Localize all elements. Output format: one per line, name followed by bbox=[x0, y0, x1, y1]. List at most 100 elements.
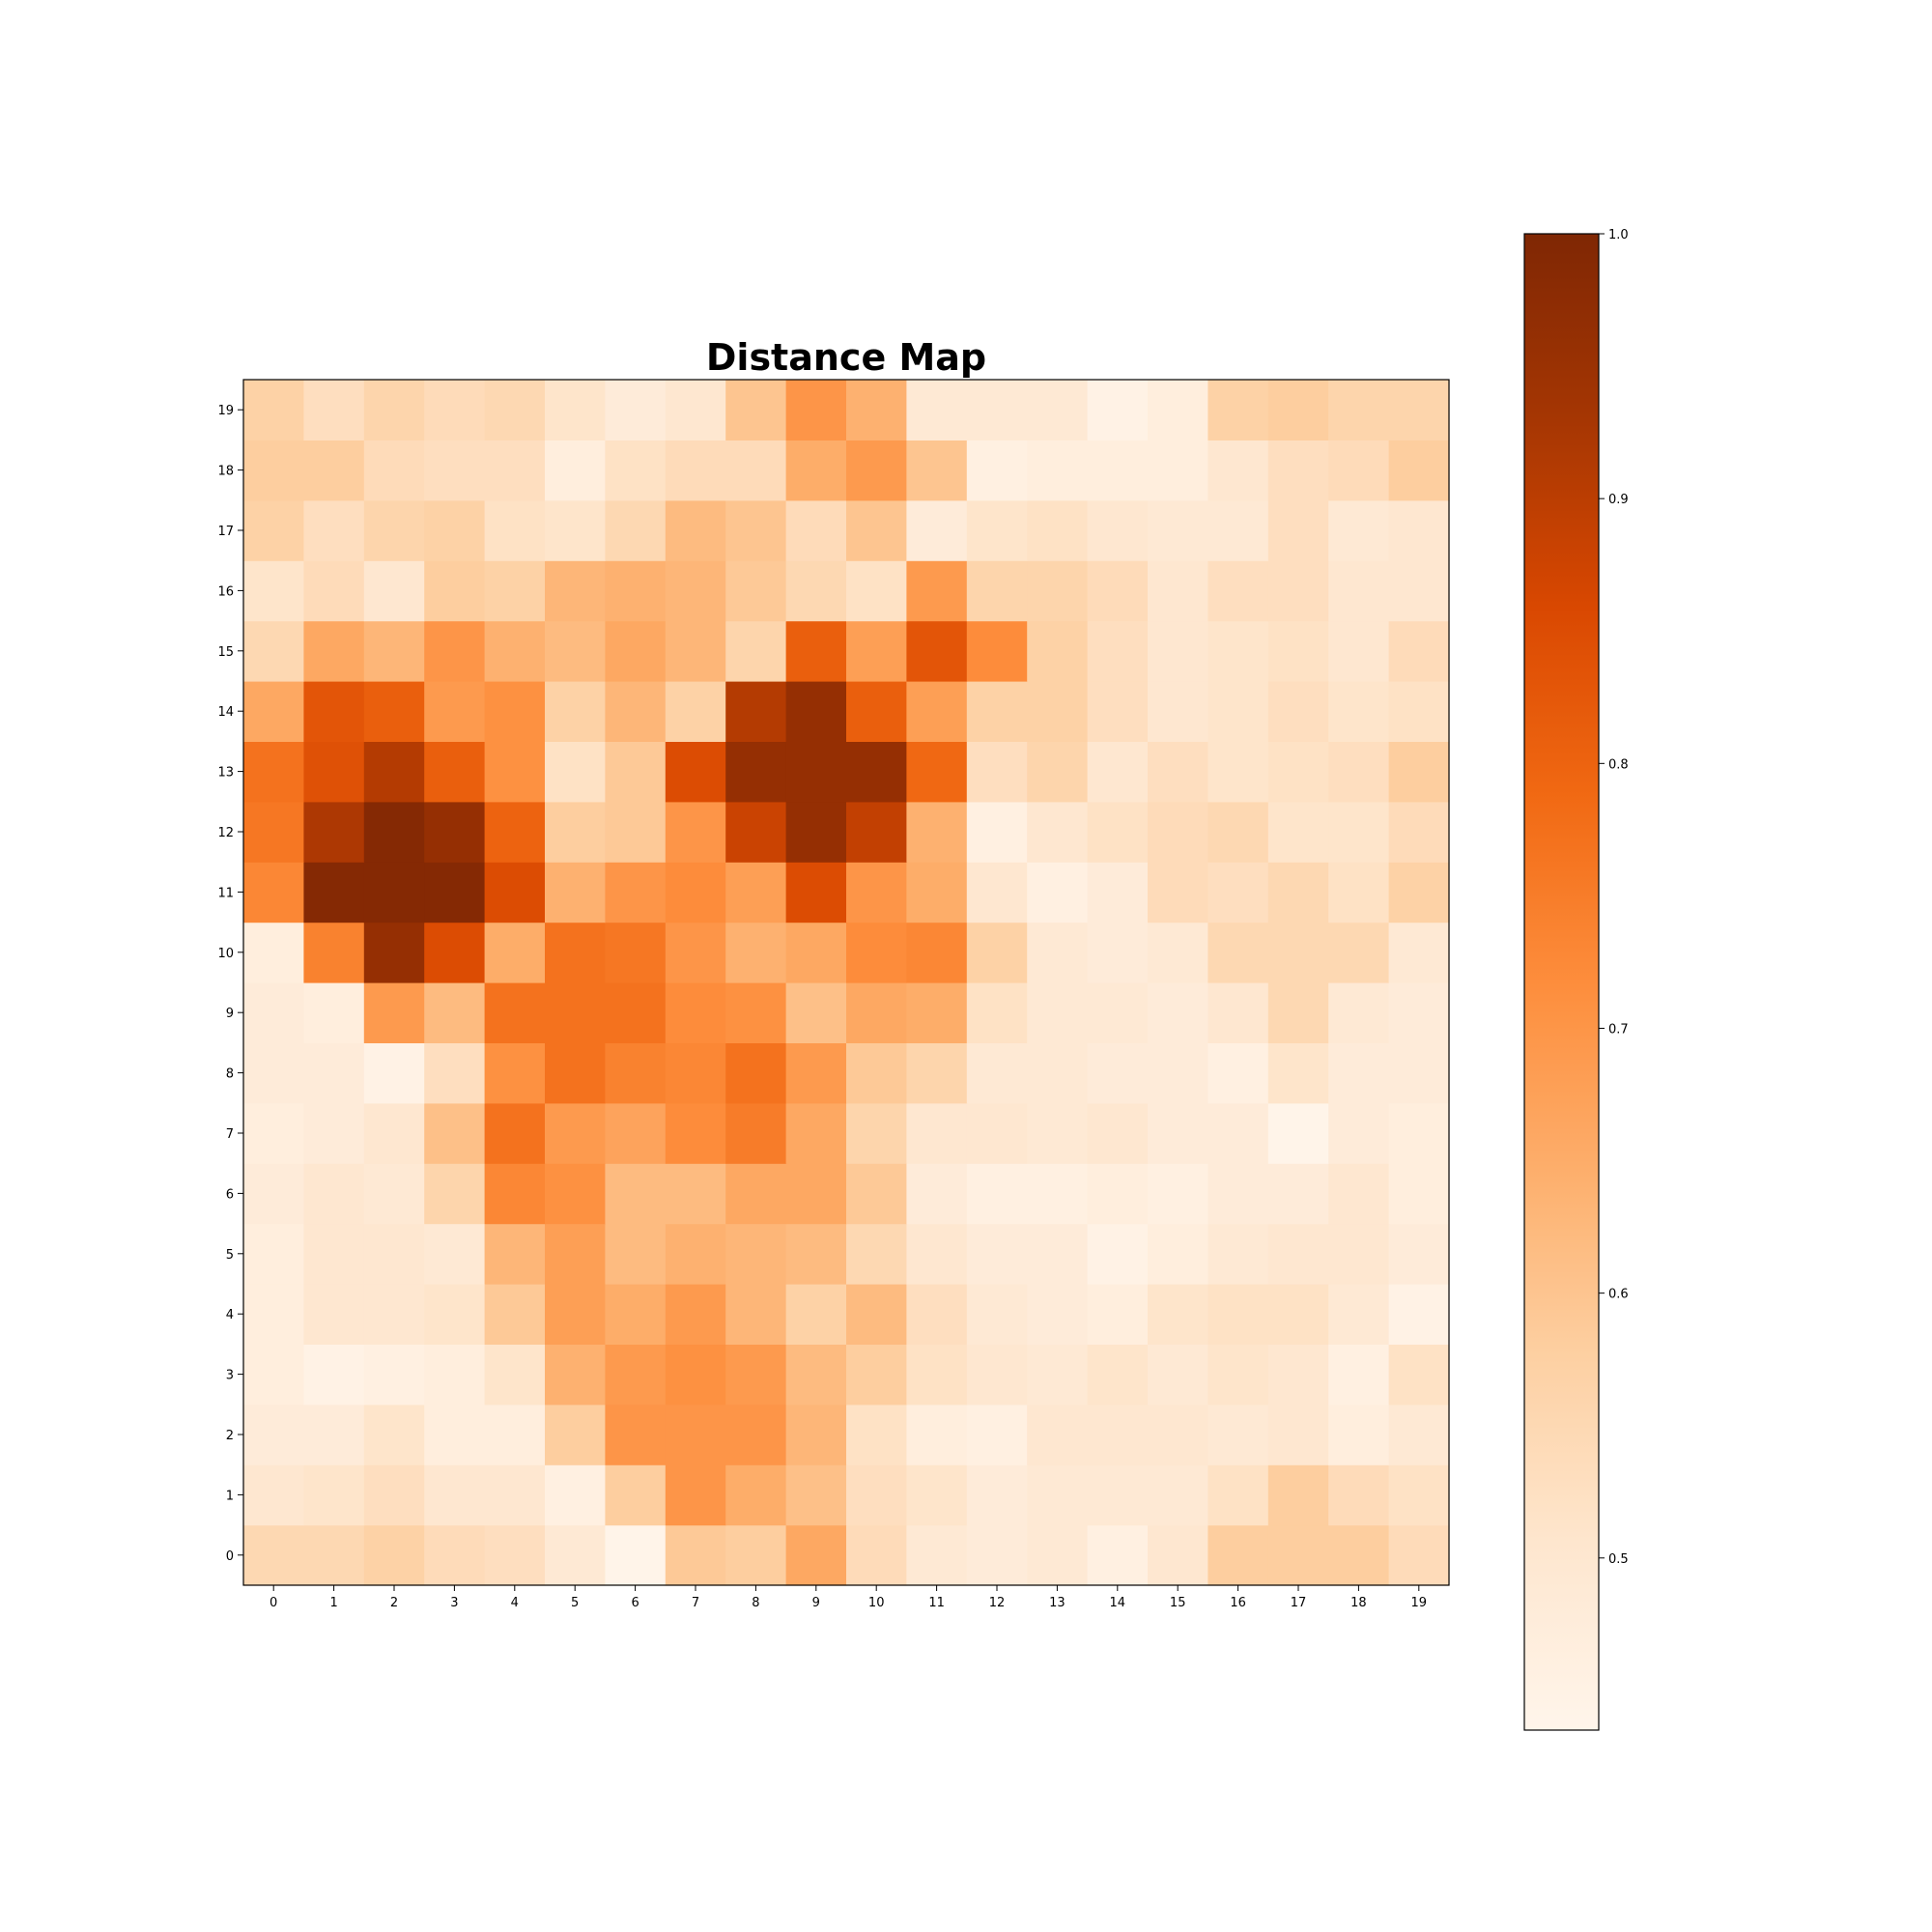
heatmap-cell bbox=[424, 801, 486, 863]
heatmap-cell bbox=[243, 801, 304, 863]
heatmap-cell bbox=[1027, 681, 1089, 742]
heatmap-cell bbox=[1087, 1464, 1149, 1526]
heatmap-cell bbox=[1328, 681, 1390, 742]
heatmap-cell bbox=[545, 1223, 606, 1285]
heatmap-cell bbox=[846, 1163, 907, 1225]
heatmap-cell bbox=[1208, 982, 1269, 1043]
heatmap-cell bbox=[363, 499, 425, 561]
heatmap-cell bbox=[785, 620, 847, 682]
heatmap-cell bbox=[484, 560, 546, 622]
heatmap-cell bbox=[906, 1404, 968, 1465]
heatmap-cell bbox=[363, 1163, 425, 1225]
heatmap-cell bbox=[1027, 741, 1089, 803]
heatmap-cell bbox=[484, 741, 546, 803]
heatmap-cell bbox=[1267, 801, 1329, 863]
heatmap-cell bbox=[605, 681, 667, 742]
heatmap-cell bbox=[1328, 741, 1390, 803]
heatmap-cell bbox=[363, 1524, 425, 1586]
heatmap-cell bbox=[363, 440, 425, 501]
heatmap-cell bbox=[1148, 1223, 1208, 1285]
heatmap-cell bbox=[1388, 1163, 1450, 1225]
heatmap-cell bbox=[1388, 1284, 1450, 1345]
heatmap-cell bbox=[785, 1464, 847, 1526]
heatmap-cell bbox=[545, 380, 606, 440]
x-tick-label: 19 bbox=[1411, 1596, 1428, 1610]
heatmap-cell bbox=[1267, 1163, 1329, 1225]
heatmap-cell bbox=[363, 862, 425, 923]
heatmap-cell bbox=[665, 499, 726, 561]
heatmap-cell bbox=[966, 1163, 1028, 1225]
y-tick-label: 5 bbox=[226, 1248, 234, 1263]
heatmap-cell bbox=[303, 1223, 365, 1285]
heatmap-cell bbox=[1328, 1524, 1390, 1586]
heatmap-cell bbox=[424, 1163, 486, 1225]
y-tick-label: 6 bbox=[226, 1187, 234, 1202]
heatmap-cell bbox=[424, 922, 486, 983]
heatmap-cell bbox=[243, 1344, 304, 1406]
heatmap-cell bbox=[303, 862, 365, 923]
heatmap-cell bbox=[484, 620, 546, 682]
heatmap-cell bbox=[1267, 681, 1329, 742]
heatmap-cell bbox=[1087, 681, 1149, 742]
heatmap-cell bbox=[303, 440, 365, 501]
heatmap-cell bbox=[1027, 862, 1089, 923]
heatmap-cell bbox=[1087, 1344, 1149, 1406]
x-tick-label: 16 bbox=[1230, 1596, 1246, 1610]
heatmap-cell bbox=[1328, 1404, 1390, 1465]
heatmap-cell bbox=[1267, 440, 1329, 501]
heatmap-cell bbox=[966, 862, 1028, 923]
heatmap-cell bbox=[1388, 1464, 1450, 1526]
heatmap-cell bbox=[725, 1284, 787, 1345]
colorbar-tick-label: 0.9 bbox=[1608, 493, 1629, 507]
heatmap-cell bbox=[1208, 440, 1269, 501]
x-tick-label: 4 bbox=[511, 1596, 519, 1610]
heatmap-cell bbox=[966, 922, 1028, 983]
heatmap-cell bbox=[906, 620, 968, 682]
heatmap-cell bbox=[243, 1042, 304, 1104]
heatmap-cell bbox=[1208, 1223, 1269, 1285]
heatmap-cell bbox=[1328, 922, 1390, 983]
heatmap-cell bbox=[846, 922, 907, 983]
heatmap-cell bbox=[1208, 620, 1269, 682]
heatmap-cell bbox=[1208, 1464, 1269, 1526]
heatmap-cell bbox=[1208, 862, 1269, 923]
heatmap-cell bbox=[1027, 922, 1089, 983]
heatmap-cell bbox=[1027, 1524, 1089, 1586]
heatmap-cell bbox=[725, 922, 787, 983]
heatmap-cell bbox=[303, 1464, 365, 1526]
heatmap-cell bbox=[424, 1102, 486, 1164]
heatmap-cell bbox=[1388, 1223, 1450, 1285]
heatmap-cell bbox=[1027, 1284, 1089, 1345]
heatmap-cell bbox=[424, 982, 486, 1043]
heatmap-cell bbox=[243, 1524, 304, 1586]
heatmap-cell bbox=[605, 1344, 667, 1406]
heatmap-cell bbox=[846, 1284, 907, 1345]
heatmap-cell bbox=[1148, 1524, 1208, 1586]
heatmap-cell bbox=[725, 1102, 787, 1164]
heatmap-cell bbox=[484, 380, 546, 440]
heatmap-cell bbox=[1148, 440, 1208, 501]
heatmap-cell bbox=[303, 741, 365, 803]
heatmap-cell bbox=[906, 1042, 968, 1104]
heatmap-cell bbox=[1208, 1524, 1269, 1586]
heatmap-cell bbox=[1388, 1524, 1450, 1586]
heatmap-cell bbox=[363, 741, 425, 803]
heatmap-cell bbox=[906, 862, 968, 923]
heatmap-cell bbox=[424, 499, 486, 561]
x-tick-label: 1 bbox=[329, 1596, 337, 1610]
heatmap-cell bbox=[725, 1344, 787, 1406]
heatmap-cell bbox=[665, 1344, 726, 1406]
heatmap-cell bbox=[243, 620, 304, 682]
heatmap-cell bbox=[846, 801, 907, 863]
heatmap-cell bbox=[1328, 1464, 1390, 1526]
heatmap-cell bbox=[424, 620, 486, 682]
y-tick-label: 12 bbox=[217, 826, 234, 840]
heatmap-cell bbox=[725, 681, 787, 742]
y-tick-label: 15 bbox=[217, 645, 234, 660]
y-tick-label: 9 bbox=[226, 1007, 234, 1021]
heatmap-cell bbox=[966, 440, 1028, 501]
heatmap-cell bbox=[303, 620, 365, 682]
heatmap-cell bbox=[725, 1524, 787, 1586]
heatmap-cell bbox=[1027, 1404, 1089, 1465]
heatmap-cell bbox=[725, 982, 787, 1043]
